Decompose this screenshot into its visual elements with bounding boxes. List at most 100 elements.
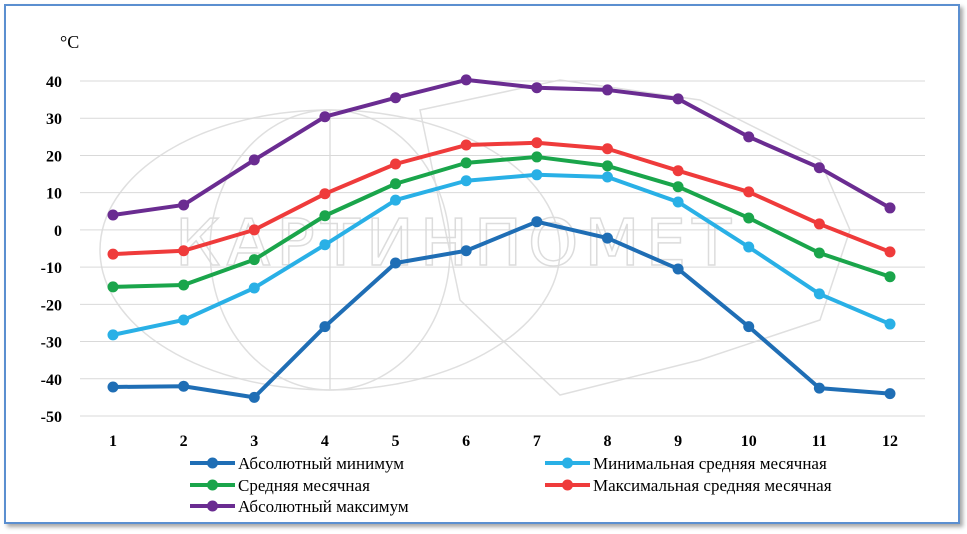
- x-tick-label: 10: [741, 433, 757, 450]
- data-point: [460, 74, 472, 86]
- series-line: [112, 77, 891, 217]
- data-point: [672, 181, 684, 193]
- data-point: [672, 263, 684, 275]
- series-Минимальная средняя месячная: [107, 169, 896, 341]
- data-point: [107, 381, 119, 393]
- legend-label: Абсолютный максимум: [238, 497, 409, 516]
- data-point: [813, 218, 825, 230]
- data-point: [672, 196, 684, 208]
- legend-item: Максимальная средняя месячная: [545, 476, 832, 495]
- y-tick-label: 20: [46, 148, 62, 165]
- data-point: [319, 111, 331, 123]
- data-point: [601, 84, 613, 96]
- data-point: [884, 388, 896, 400]
- data-point: [813, 382, 825, 394]
- x-tick-labels: 1 2 3 4 5 6 7 8 9 10 11 12: [109, 433, 898, 450]
- x-tick-label: 11: [812, 433, 827, 450]
- data-point: [601, 160, 613, 172]
- data-point: [601, 232, 613, 244]
- data-point: [601, 171, 613, 183]
- x-tick-label: 8: [603, 433, 611, 450]
- legend: Абсолютный минимум Минимальная средняя ме…: [190, 454, 832, 516]
- data-point: [107, 329, 119, 341]
- y-tick-label: -20: [41, 297, 62, 314]
- data-point: [319, 321, 331, 333]
- data-point: [390, 178, 402, 190]
- legend-label: Абсолютный минимум: [238, 454, 404, 473]
- data-point: [248, 224, 260, 236]
- data-point: [743, 321, 755, 333]
- svg-text:КАРТИНПОМЕТ: КАРТИНПОМЕТ: [175, 207, 737, 281]
- data-point: [460, 175, 472, 187]
- series-line: [112, 219, 891, 400]
- y-tick-labels: 40 30 20 10 0 -10 -20 -30 -40 -50: [41, 74, 62, 426]
- data-point: [248, 282, 260, 294]
- data-point: [531, 216, 543, 228]
- data-point: [390, 92, 402, 104]
- data-point: [813, 288, 825, 300]
- series-line: [112, 140, 891, 257]
- data-point: [531, 169, 543, 181]
- x-tick-label: 1: [109, 433, 117, 450]
- data-point: [601, 143, 613, 155]
- y-tick-label: -50: [41, 409, 62, 426]
- data-point: [531, 151, 543, 163]
- data-point: [884, 271, 896, 283]
- series-lines: [107, 74, 896, 403]
- data-point: [390, 257, 402, 269]
- legend-marker: [207, 457, 218, 469]
- x-tick-label: 7: [533, 433, 541, 450]
- x-tick-label: 12: [882, 433, 898, 450]
- data-point: [390, 194, 402, 206]
- data-point: [884, 202, 896, 214]
- legend-marker: [207, 479, 218, 491]
- data-point: [672, 93, 684, 105]
- legend-marker: [562, 457, 573, 469]
- x-tick-label: 4: [321, 433, 329, 450]
- y-tick-label: 10: [46, 186, 62, 203]
- x-tick-label: 6: [462, 433, 470, 450]
- data-point: [319, 239, 331, 251]
- chart-frame: [4, 4, 960, 524]
- data-point: [460, 139, 472, 151]
- y-tick-label: -10: [41, 260, 62, 277]
- data-point: [460, 245, 472, 257]
- data-point: [107, 281, 119, 293]
- data-point: [248, 254, 260, 266]
- data-point: [248, 391, 260, 403]
- x-tick-label: 5: [392, 433, 400, 450]
- series-line: [112, 154, 891, 289]
- data-point: [813, 247, 825, 259]
- data-point: [178, 380, 190, 392]
- data-point: [107, 248, 119, 260]
- series-Максимальная средняя месячная: [107, 137, 896, 260]
- y-tick-label: 0: [54, 223, 62, 240]
- legend-item: Абсолютный максимум: [190, 497, 409, 516]
- data-point: [107, 209, 119, 221]
- legend-item: Средняя месячная: [190, 476, 370, 495]
- x-tick-label: 3: [250, 433, 258, 450]
- data-point: [813, 162, 825, 174]
- watermark: КАРТИНПОМЕТ: [99, 79, 851, 396]
- data-point: [248, 154, 260, 166]
- series-Абсолютный минимум: [107, 216, 896, 403]
- y-tick-label: -30: [41, 335, 62, 352]
- x-tick-label: 2: [180, 433, 188, 450]
- data-point: [531, 82, 543, 94]
- legend-marker: [562, 479, 573, 491]
- data-point: [743, 212, 755, 224]
- data-point: [884, 318, 896, 330]
- y-axis-unit: °C: [60, 32, 79, 52]
- data-point: [672, 165, 684, 177]
- data-point: [178, 279, 190, 291]
- series-Абсолютный максимум: [107, 74, 896, 221]
- data-point: [531, 137, 543, 149]
- legend-label: Минимальная средняя месячная: [593, 454, 827, 473]
- data-point: [178, 314, 190, 326]
- data-point: [884, 246, 896, 258]
- x-tick-label: 9: [674, 433, 682, 450]
- data-point: [319, 210, 331, 222]
- data-point: [390, 158, 402, 170]
- data-point: [178, 245, 190, 257]
- legend-item: Абсолютный минимум: [190, 454, 404, 473]
